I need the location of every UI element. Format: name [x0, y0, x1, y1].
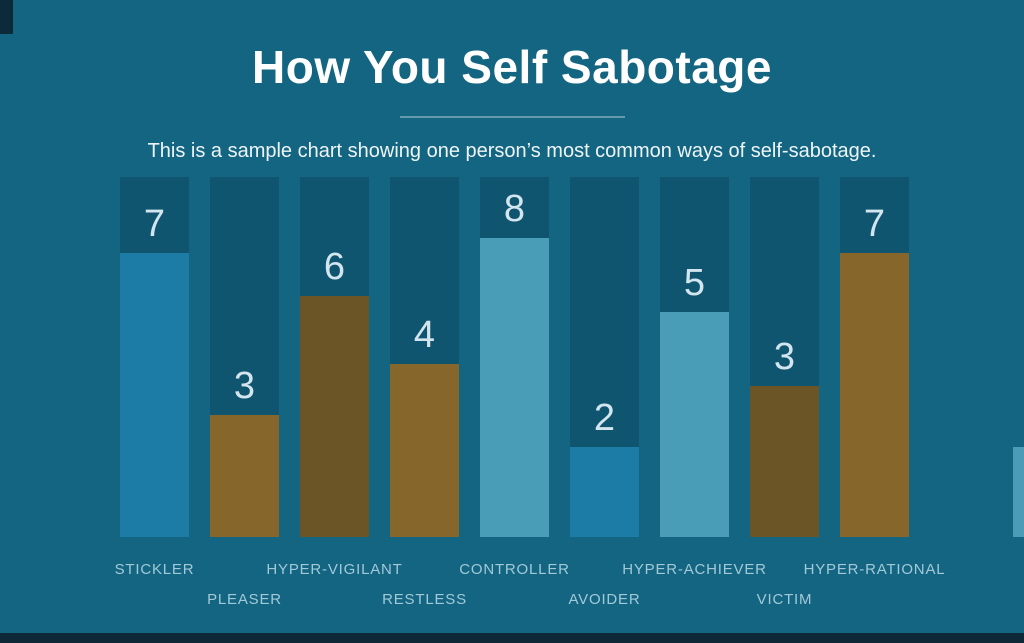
chart-column-hyper-achiever: 5 HYPER-ACHIEVER [622, 177, 766, 578]
bar-value-label-pleaser: 3 [233, 364, 256, 407]
chart-column-hyper-rational: 7 HYPER-RATIONAL [804, 177, 945, 578]
bar-value-label-stickler: 7 [143, 202, 166, 245]
chart-column-stickler: 7 STICKLER [115, 177, 194, 578]
chart-column-pleaser: 3 PLEASER [207, 177, 281, 608]
bar-fill-hyper-vigilant [300, 295, 369, 537]
page-title: How You Self Sabotage [252, 41, 772, 93]
category-label-restless: RESTLESS [382, 591, 467, 608]
bar-fill-hyper-achiever [660, 312, 729, 537]
chart-subtitle: This is a sample chart showing one perso… [147, 140, 877, 162]
bar-value-label-avoider: 2 [593, 397, 616, 439]
bar-value-label-restless: 4 [413, 314, 436, 357]
category-label-stickler: STICKLER [114, 561, 195, 578]
bar-value-label-victim: 3 [773, 335, 796, 378]
bar-value-label-controller: 8 [503, 188, 526, 231]
bar-value-label-hyper-achiever: 5 [683, 262, 706, 304]
bar-fill-victim [750, 385, 819, 537]
chart-column-victim: 3 VICTIM [750, 177, 819, 608]
category-label-pleaser: PLEASER [207, 591, 282, 608]
chart-column-hyper-vigilant: 6 HYPER-VIGILANT [266, 177, 402, 578]
bar-value-label-hyper-vigilant: 6 [323, 245, 346, 288]
bottom-strip [0, 633, 1024, 643]
category-label-hyper-achiever: HYPER-ACHIEVER [622, 561, 767, 578]
bar-fill-avoider [570, 447, 639, 537]
category-label-hyper-rational: HYPER-RATIONAL [803, 561, 946, 578]
corner-artifact [0, 0, 13, 34]
bar-fill-controller [480, 238, 549, 537]
bar-fill-stickler [120, 252, 189, 537]
category-label-hyper-vigilant: HYPER-VIGILANT [266, 561, 403, 578]
title-divider [400, 116, 625, 118]
bar-fill-hyper-rational [840, 252, 909, 537]
chart-column-controller: 8 CONTROLLER [459, 177, 569, 578]
chart-column-restless: 4 RESTLESS [382, 177, 466, 608]
category-label-victim: VICTIM [756, 591, 813, 608]
self-sabotage-bar-chart: 7 STICKLER 3 PLEASER 6 HYPER-VIGILANT 4 RESTLES… [115, 177, 945, 608]
bar-fill-pleaser [210, 414, 279, 537]
bar-value-label-hyper-rational: 7 [863, 202, 886, 245]
cutoff-bar-sliver [1013, 447, 1024, 537]
category-label-avoider: AVOIDER [568, 591, 641, 608]
category-label-controller: CONTROLLER [459, 561, 570, 578]
bar-fill-restless [390, 364, 459, 537]
chart-column-avoider: 2 AVOIDER [568, 177, 640, 608]
